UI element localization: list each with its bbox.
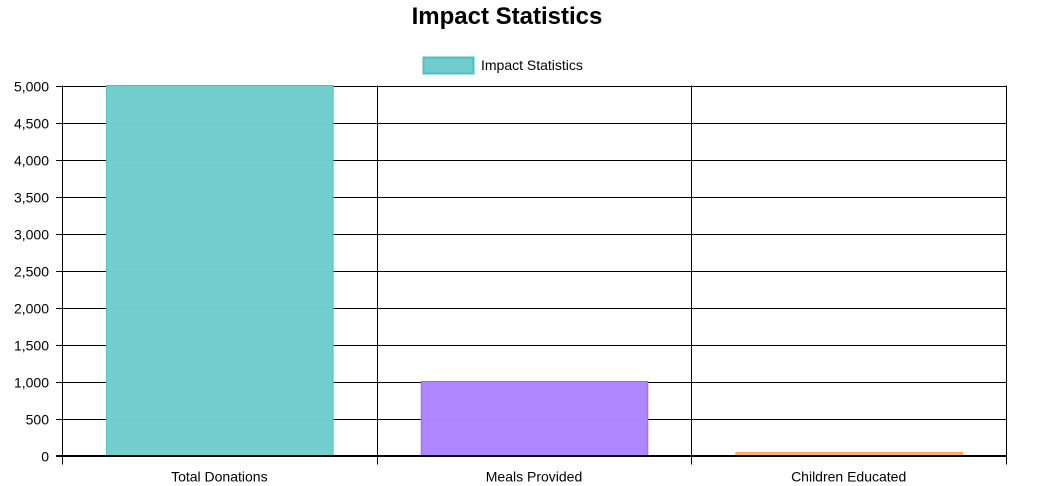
bar[interactable] <box>420 381 649 456</box>
y-tick-label: 2,000 <box>14 301 49 317</box>
y-tick-label: 4,000 <box>14 153 49 169</box>
x-tick-label: Meals Provided <box>486 469 583 485</box>
legend-swatch <box>422 56 475 75</box>
y-tick-label: 3,000 <box>14 227 49 243</box>
y-tick-label: 2,500 <box>14 264 49 280</box>
axes <box>56 85 1006 456</box>
y-axis-labels: 0 500 1,000 1,500 2,000 2,500 3,000 3,500 4,000 4… <box>14 79 49 465</box>
bars <box>106 85 963 457</box>
legend-label: Impact Statistics <box>481 57 583 73</box>
y-tick-label: 1,000 <box>14 375 49 391</box>
bar[interactable] <box>106 85 334 456</box>
x-tick-label: Total Donations <box>171 469 268 485</box>
legend[interactable]: Impact Statistics <box>422 56 583 75</box>
y-tick-label: 500 <box>26 412 50 428</box>
y-tick-label: 5,000 <box>14 79 49 95</box>
y-tick-label: 1,500 <box>14 338 49 354</box>
y-tick-label: 0 <box>41 449 49 465</box>
y-tick-label: 3,500 <box>14 190 49 206</box>
x-tick-label: Children Educated <box>791 469 906 485</box>
x-axis-labels: Total Donations Meals Provided Children Ed… <box>171 469 906 485</box>
chart-title: Impact Statistics <box>411 3 603 30</box>
y-tick-label: 4,500 <box>14 116 49 132</box>
